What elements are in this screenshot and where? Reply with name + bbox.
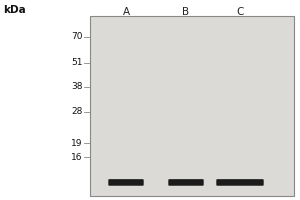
Text: 51: 51 <box>71 58 82 67</box>
Text: C: C <box>236 7 244 17</box>
Text: 16: 16 <box>71 153 82 162</box>
Text: 70: 70 <box>71 32 82 41</box>
Text: A: A <box>122 7 130 17</box>
Text: 28: 28 <box>71 107 82 116</box>
Text: kDa: kDa <box>3 5 26 15</box>
Text: 38: 38 <box>71 82 82 91</box>
FancyBboxPatch shape <box>168 179 204 186</box>
FancyBboxPatch shape <box>216 179 264 186</box>
FancyBboxPatch shape <box>108 179 144 186</box>
Bar <box>90 16 294 196</box>
Text: B: B <box>182 7 190 17</box>
Text: 19: 19 <box>71 139 82 148</box>
